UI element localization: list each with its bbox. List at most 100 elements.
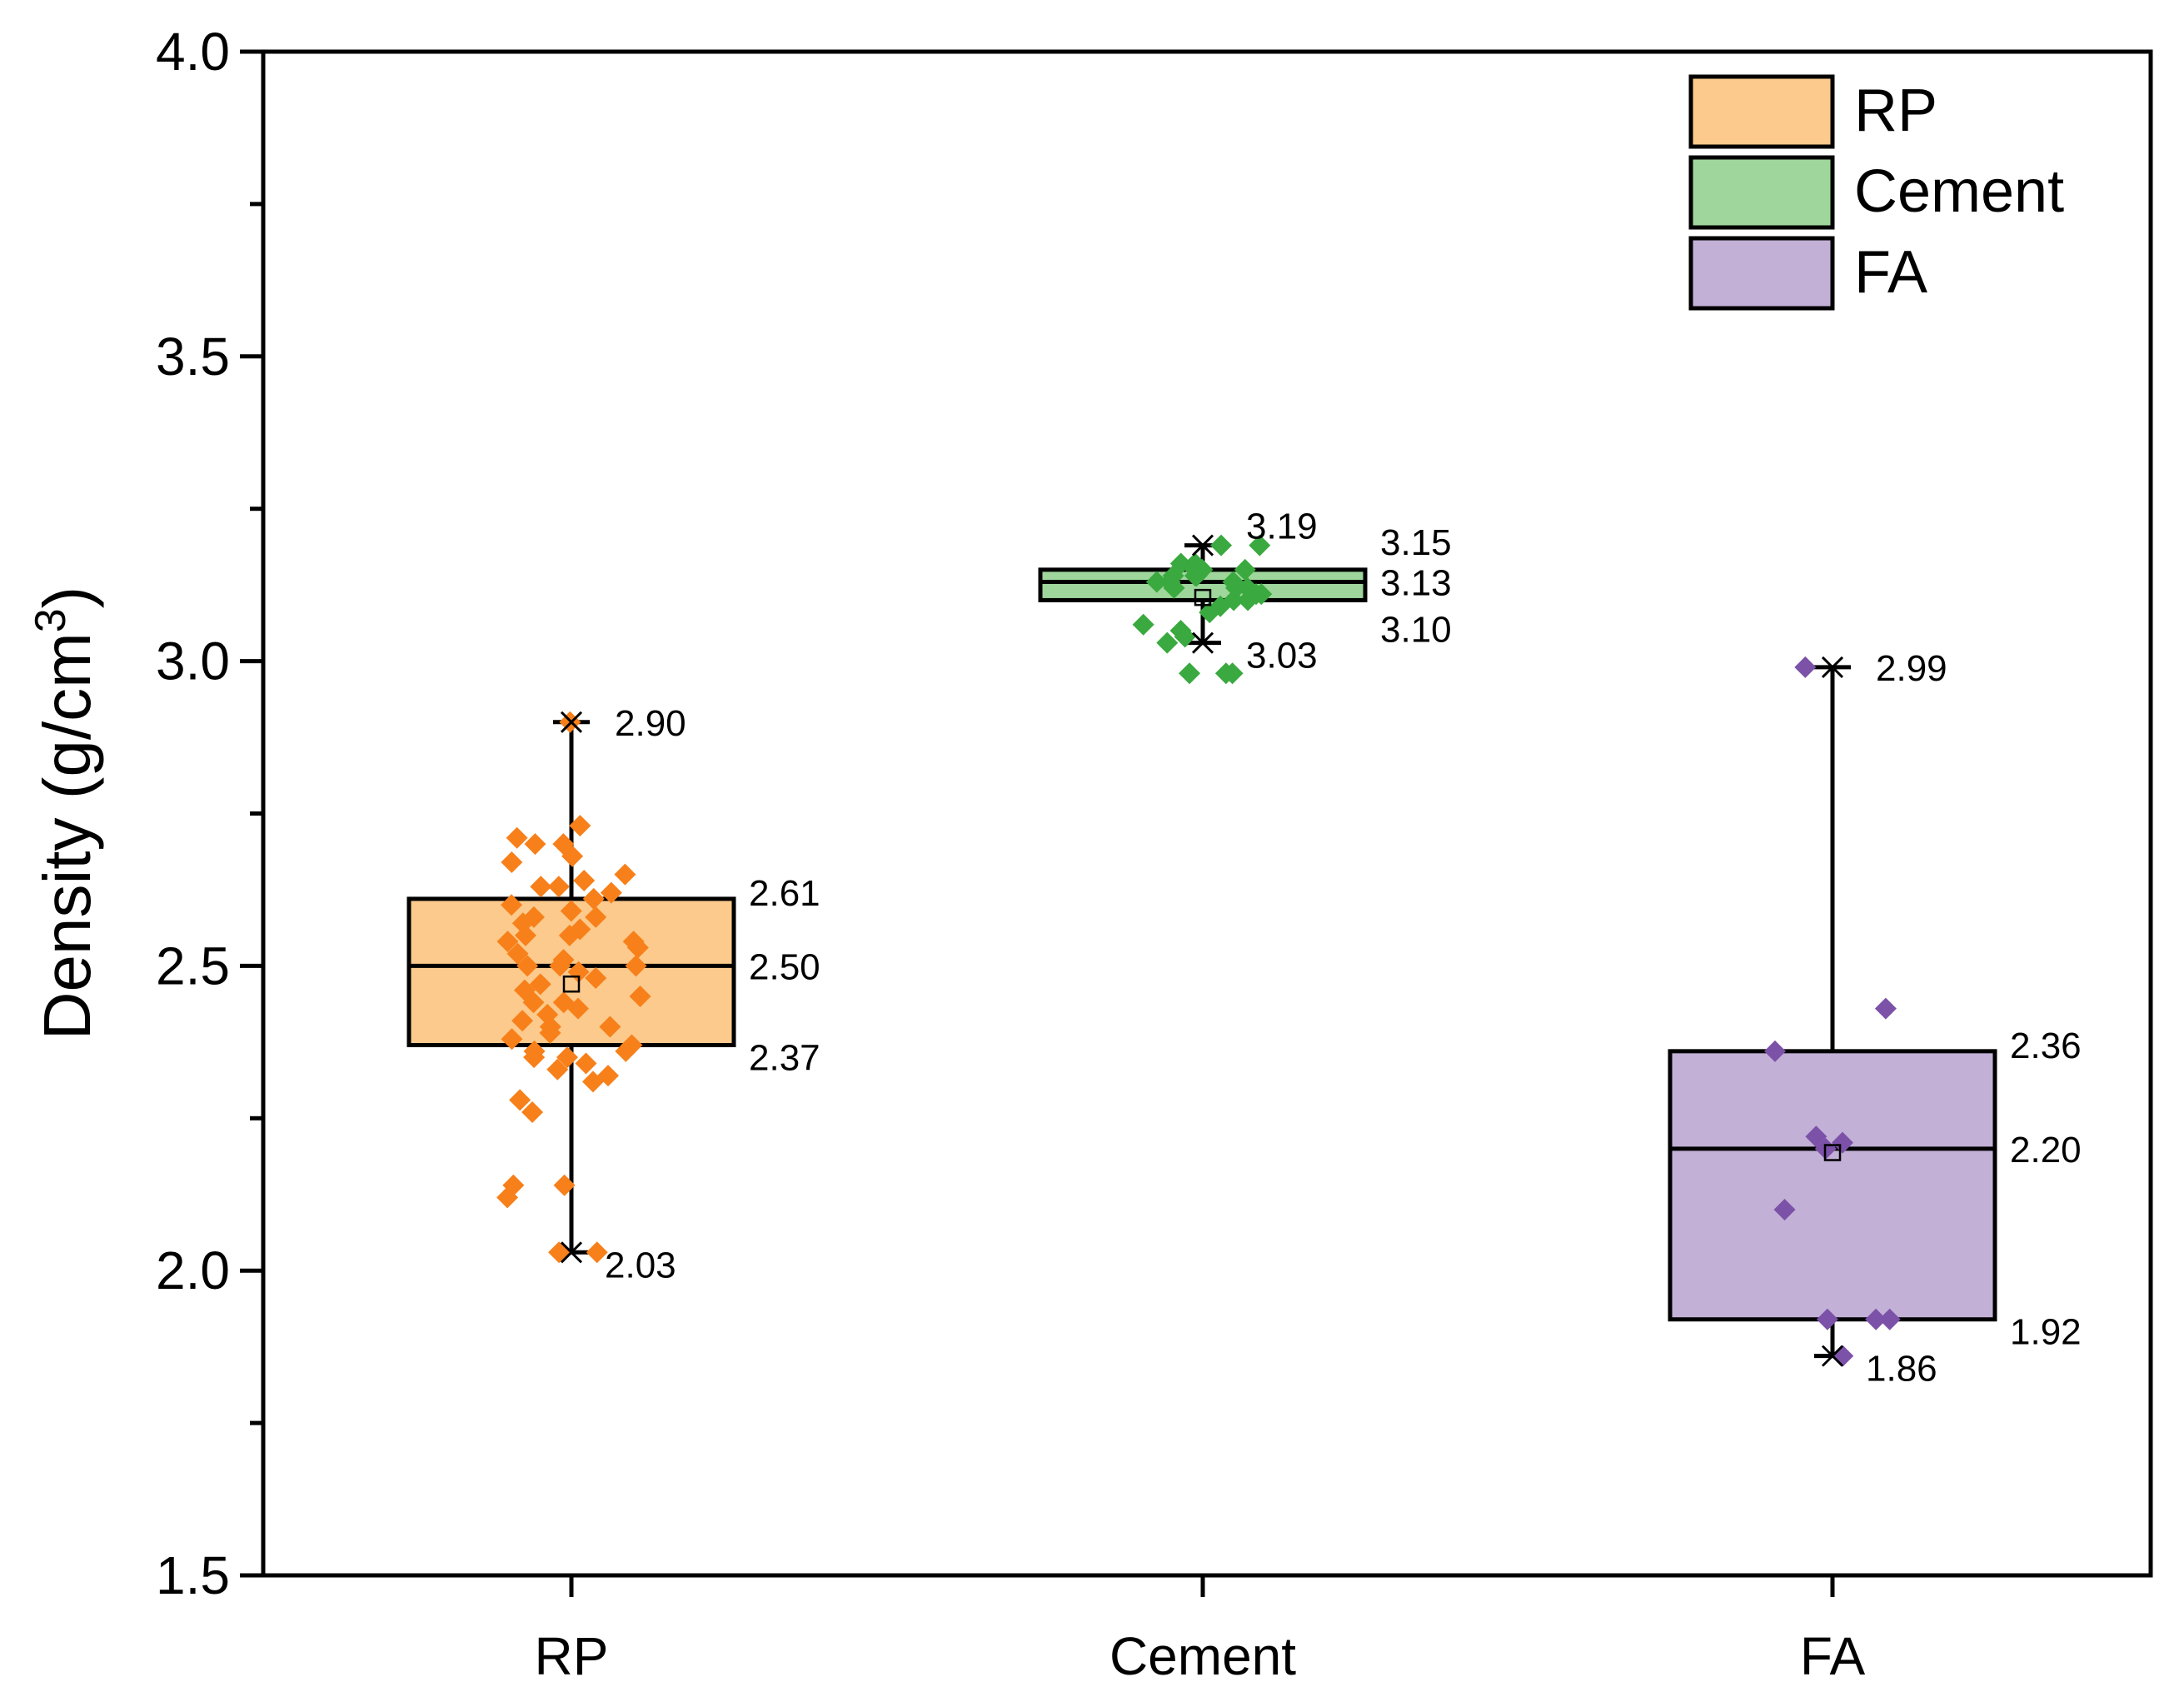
legend: RP Cement FA (1688, 74, 2064, 311)
data-point (1763, 1040, 1786, 1062)
extreme-marker (1821, 656, 1844, 678)
data-point (1184, 565, 1206, 587)
legend-label-rp: RP (1854, 77, 1937, 144)
data-point (556, 1046, 579, 1069)
data-point (1132, 613, 1154, 636)
legend-label-fa: FA (1854, 239, 1927, 306)
data-point (522, 991, 545, 1014)
annotation-q1: 2.37 (749, 1038, 820, 1079)
data-point (1874, 997, 1897, 1020)
data-point (511, 1010, 534, 1032)
data-point (1237, 589, 1259, 611)
data-point (625, 955, 647, 977)
data-point (1174, 626, 1196, 648)
data-point (599, 1016, 621, 1038)
annotation-median: 3.13 (1380, 562, 1452, 603)
data-point (614, 863, 636, 886)
data-point (615, 1040, 637, 1062)
data-point (549, 955, 571, 977)
y-tick-label: 4.0 (156, 22, 230, 82)
data-point (1179, 662, 1201, 685)
data-point (516, 955, 539, 977)
data-point (506, 942, 529, 965)
data-point (561, 845, 584, 867)
y-tick-label: 2.5 (156, 936, 230, 996)
annotation-median: 2.50 (749, 946, 820, 987)
legend-swatch-cement (1688, 155, 1835, 230)
data-point (1832, 1131, 1854, 1154)
data-point (600, 881, 622, 904)
data-point (1199, 601, 1221, 624)
data-point (547, 876, 570, 898)
data-point (585, 906, 607, 928)
data-point (1221, 662, 1244, 685)
box-fa: 2.99 2.36 2.20 1.92 1.86 (1668, 648, 2082, 1390)
data-point (1156, 631, 1179, 654)
annotation-q3: 2.36 (2010, 1026, 2082, 1066)
legend-swatch-fa (1688, 236, 1835, 311)
data-point (539, 1021, 561, 1044)
annotation-min: 1.86 (1866, 1349, 1937, 1390)
data-point (573, 869, 596, 891)
data-point (629, 985, 651, 1007)
data-point (1805, 1126, 1827, 1148)
y-tick-label: 3.0 (156, 631, 230, 691)
annotations-rp: 2.90 2.61 2.50 2.37 2.03 (605, 703, 820, 1285)
data-point (1249, 534, 1271, 557)
y-tick-label: 1.5 (156, 1545, 230, 1605)
data-point (1865, 1308, 1887, 1330)
data-point (553, 1174, 576, 1196)
data-point (1816, 1308, 1838, 1330)
data-point (521, 1101, 544, 1123)
data-point (548, 1241, 571, 1264)
y-tick-label: 2.0 (156, 1240, 230, 1300)
data-point (524, 833, 546, 856)
annotation-max: 2.99 (1876, 648, 1947, 689)
annotations-cement: 3.19 3.153.13 3.10 3.03 (1246, 507, 1452, 676)
data-point (529, 973, 551, 996)
data-point (514, 924, 536, 946)
x-tick-label: RP (535, 1626, 609, 1686)
x-tick-label: FA (1800, 1626, 1866, 1686)
annotation-max: 2.90 (615, 703, 686, 744)
data-point (1832, 1345, 1854, 1367)
legend-swatch-rp (1688, 74, 1835, 149)
data-point (1773, 1199, 1796, 1221)
data-point (566, 997, 589, 1020)
points-cement (1132, 534, 1273, 685)
box-cement: 3.19 3.153.13 3.10 3.03 (1038, 507, 1452, 685)
data-point (496, 1186, 519, 1209)
data-point (626, 936, 649, 959)
extreme-marker (1191, 534, 1214, 557)
annotation-q3: 2.61 (749, 873, 820, 914)
annotation-min: 2.03 (605, 1245, 676, 1285)
mean-marker (562, 975, 581, 993)
data-point (575, 1052, 597, 1075)
extreme-marker (560, 711, 583, 733)
legend-label-cement: Cement (1854, 158, 2064, 225)
y-axis-label: Density (g/cm3) (27, 586, 104, 1041)
points-fa (1763, 656, 1901, 1367)
box-iqr (1668, 1049, 1997, 1322)
annotation-max: 3.19 (1246, 507, 1318, 547)
x-tick-label: Cement (1109, 1626, 1296, 1686)
data-point (530, 876, 552, 898)
annotation-q3: 3.15 (1380, 522, 1452, 563)
data-point (501, 894, 523, 916)
data-point (1163, 576, 1185, 599)
data-point (569, 815, 591, 837)
data-point (1878, 1308, 1901, 1330)
data-point (560, 900, 582, 922)
annotation-min: 3.03 (1246, 636, 1318, 676)
data-point (509, 1089, 531, 1111)
data-point (1794, 656, 1817, 678)
annotation-q1: 1.92 (2010, 1312, 2082, 1353)
data-point (1210, 534, 1233, 557)
data-point (501, 851, 523, 874)
box-rp: 2.90 2.61 2.50 2.37 2.03 (406, 703, 820, 1285)
data-point (586, 1241, 608, 1264)
data-point (581, 1071, 604, 1093)
annotation-q1: 3.10 (1380, 609, 1452, 650)
data-point (546, 1058, 569, 1081)
data-point (582, 887, 605, 910)
